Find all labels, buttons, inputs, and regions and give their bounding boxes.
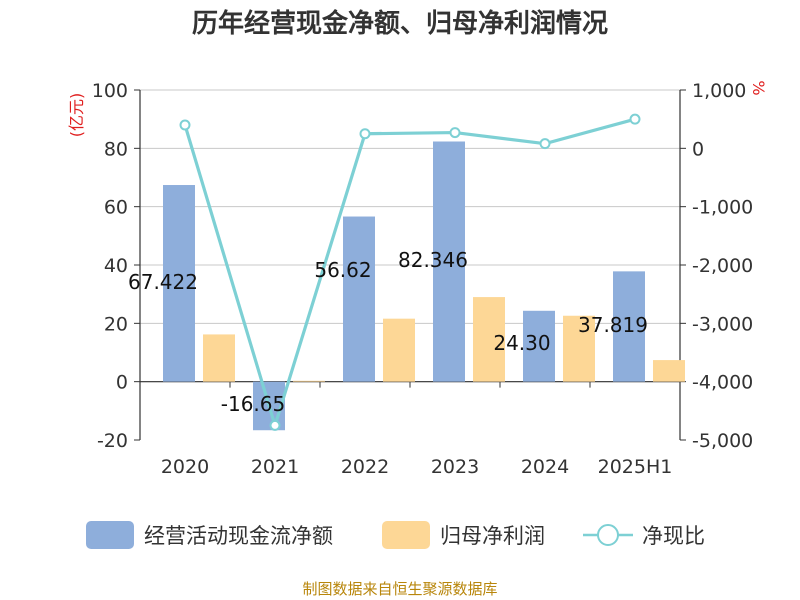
ratio-point (269, 419, 281, 431)
y-right-unit: % (749, 80, 768, 95)
y-axis-left: -20 0 20 40 60 80 100 (亿元) (67, 80, 141, 452)
x-tick-label: 2022 (341, 456, 389, 478)
cashflow-data-label: 82.346 (398, 248, 468, 272)
bar-cashflow (523, 310, 555, 382)
legend-label-netprofit: 归母净利润 (440, 524, 545, 548)
ratio-line (179, 113, 641, 431)
source-note: 制图数据来自恒生聚源数据库 (302, 580, 497, 598)
y-right-tick-label: -2,000 (692, 255, 753, 277)
y-left-tick-label: 60 (104, 197, 128, 219)
bar-cashflow (163, 185, 195, 382)
y-right-tick-label: -1,000 (692, 197, 753, 219)
chart-title: 历年经营现金净额、归母净利润情况 (192, 8, 608, 39)
ratio-point (179, 119, 191, 131)
cashflow-data-label: 37.819 (578, 313, 648, 337)
bar-netprofit (293, 380, 325, 382)
cashflow-data-label: 24.30 (493, 331, 550, 355)
y-left-unit: (亿元) (67, 93, 86, 138)
bar-cashflow (613, 271, 645, 382)
legend-swatch-cashflow (86, 521, 134, 549)
legend-marker-ratio (597, 524, 619, 546)
cashflow-data-label: -16.65 (221, 392, 285, 416)
cashflow-data-label: 67.422 (128, 270, 198, 294)
bar-netprofit (653, 360, 685, 382)
ratio-point (629, 113, 641, 125)
y-right-tick-label: -4,000 (692, 372, 753, 394)
y-right-tick-label: 1,000 (692, 80, 746, 102)
y-axis-right: -5,000 -4,000 -3,000 -2,000 -1,000 0 1,000% (679, 80, 768, 452)
y-right-tick-label: 0 (692, 138, 704, 160)
bar-netprofit (473, 297, 505, 382)
ratio-point (539, 138, 551, 150)
bars (163, 141, 685, 431)
legend-label-cashflow: 经营活动现金流净额 (144, 524, 333, 548)
bar-netprofit (563, 315, 595, 382)
y-left-tick-label: 80 (104, 138, 128, 160)
bar-cashflow (433, 141, 465, 382)
y-left-tick-label: 100 (92, 80, 128, 102)
y-left-tick-label: 20 (104, 313, 128, 335)
ratio-line-path (183, 117, 636, 431)
y-left-tick-label: 0 (116, 372, 128, 394)
bar-netprofit (383, 318, 415, 382)
x-tick-label: 2023 (431, 456, 479, 478)
legend: 经营活动现金流净额 归母净利润 净现比 (86, 521, 705, 549)
x-tick-label: 2025H1 (598, 456, 673, 478)
x-tick-label: 2024 (521, 456, 569, 478)
y-left-tick-label: -20 (97, 430, 128, 452)
x-tick-label: 2020 (161, 456, 209, 478)
y-right-tick-label: -5,000 (692, 430, 753, 452)
bar-cashflow (343, 216, 375, 382)
y-left-tick-label: 40 (104, 255, 128, 277)
ratio-point (449, 127, 461, 139)
bar-netprofit (203, 334, 235, 382)
x-tick-label: 2021 (251, 456, 299, 478)
legend-label-ratio: 净现比 (642, 524, 705, 548)
legend-swatch-netprofit (382, 521, 430, 549)
cashflow-data-label: 56.62 (314, 258, 371, 282)
data-labels: 67.422 -16.65 56.62 82.346 24.30 37.819 (128, 248, 648, 416)
ratio-point (359, 128, 371, 140)
y-right-tick-label: -3,000 (692, 313, 753, 335)
